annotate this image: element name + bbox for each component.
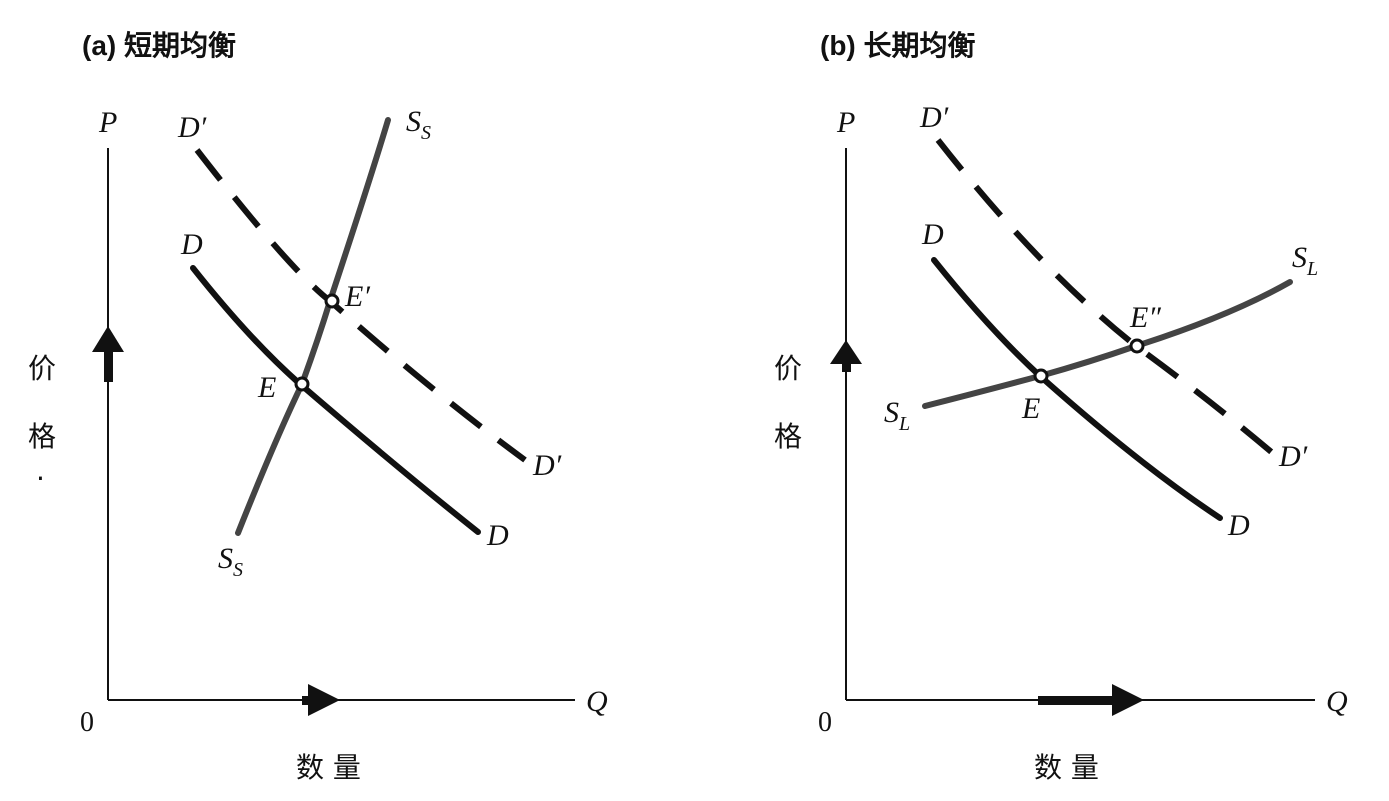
panel-a-e-prime-label: E′ [344,280,370,313]
panel-b-d-prime-bottom-label: D′ [1278,440,1308,473]
panel-b-price-increase-arrow-icon [830,340,862,372]
panel-a-price-label-dot: · [36,462,45,495]
panel-a-axis-p-label: P [98,106,117,139]
svg-text:SL: SL [1292,241,1318,280]
panel-b: (b) 长期均衡 P Q 0 价 格 数 量 D′ D′ D D [774,30,1348,784]
panel-b-sl-left-main: S [884,396,899,429]
panel-b-d-prime-top-label: D′ [919,101,949,134]
panel-b-price-label-char-1: 价 [774,352,802,385]
panel-a-title: (a) 短期均衡 [82,30,236,61]
panel-b-sl-right-main: S [1292,241,1307,274]
panel-a-ss-top-main: S [406,105,421,138]
panel-b-sl-left-label: SL [884,396,910,435]
panel-a-d-bottom-label: D [486,519,509,552]
panel-b-origin-label: 0 [818,707,832,738]
panel-a-axis-q-label: Q [586,685,608,718]
svg-text:SL: SL [884,396,910,435]
svg-text:SS: SS [218,542,243,581]
panel-b-sl-left-sub: L [898,413,910,435]
panel-a-ss-bottom-label: SS [218,542,243,581]
panel-a-ss-bottom-sub: S [233,559,243,581]
panel-b-long-run-supply-curve [922,279,1293,409]
panel-a-quantity-label: 数 量 [296,751,361,784]
panel-a-ss-top-sub: S [421,122,431,144]
panel-a-equilibrium-point-e-prime [324,293,340,309]
panel-b-sl-right-sub: L [1306,258,1318,280]
panel-a-d-prime-bottom-label: D′ [532,449,562,482]
panel-b-equilibrium-point-e-double-prime [1129,338,1145,354]
panel-a: (a) 短期均衡 P Q 0 价 格 · 数 量 D′ D′ D [28,30,608,784]
panel-b-demand-curve-shifted [935,138,1277,458]
panel-a-e-label: E [257,371,276,404]
panel-b-sl-right-label: SL [1292,241,1318,280]
svg-text:SS: SS [406,105,431,144]
panel-b-equilibrium-point-e [1033,368,1049,384]
panel-b-e-double-prime-label: E″ [1129,301,1161,334]
panel-b-d-bottom-label: D [1227,509,1250,542]
panel-a-d-prime-top-label: D′ [177,111,207,144]
panel-a-d-top-label: D [180,228,203,261]
panel-a-price-label-char-1: 价 [28,352,56,385]
panel-b-e-label: E [1021,392,1040,425]
panel-a-short-run-supply-curve [235,117,391,536]
panel-a-equilibrium-point-e [294,376,310,392]
panel-b-price-label-char-2: 格 [774,420,802,453]
panel-a-ss-top-label: SS [406,105,431,144]
panel-a-origin-label: 0 [80,707,94,738]
panel-b-axis-q-label: Q [1326,685,1348,718]
panel-a-quantity-increase-arrow-icon [302,684,340,716]
panel-b-d-top-label: D [921,218,944,251]
panel-b-axis-p-label: P [836,106,855,139]
panel-a-ss-bottom-main: S [218,542,233,575]
panel-b-quantity-label: 数 量 [1034,751,1099,784]
panel-b-title: (b) 长期均衡 [820,30,976,61]
panel-b-quantity-increase-arrow-icon [1038,684,1144,716]
panel-a-price-increase-arrow-icon [92,326,124,382]
panel-b-demand-curve [931,257,1223,521]
panel-a-price-label-char-2: 格 [28,420,56,453]
